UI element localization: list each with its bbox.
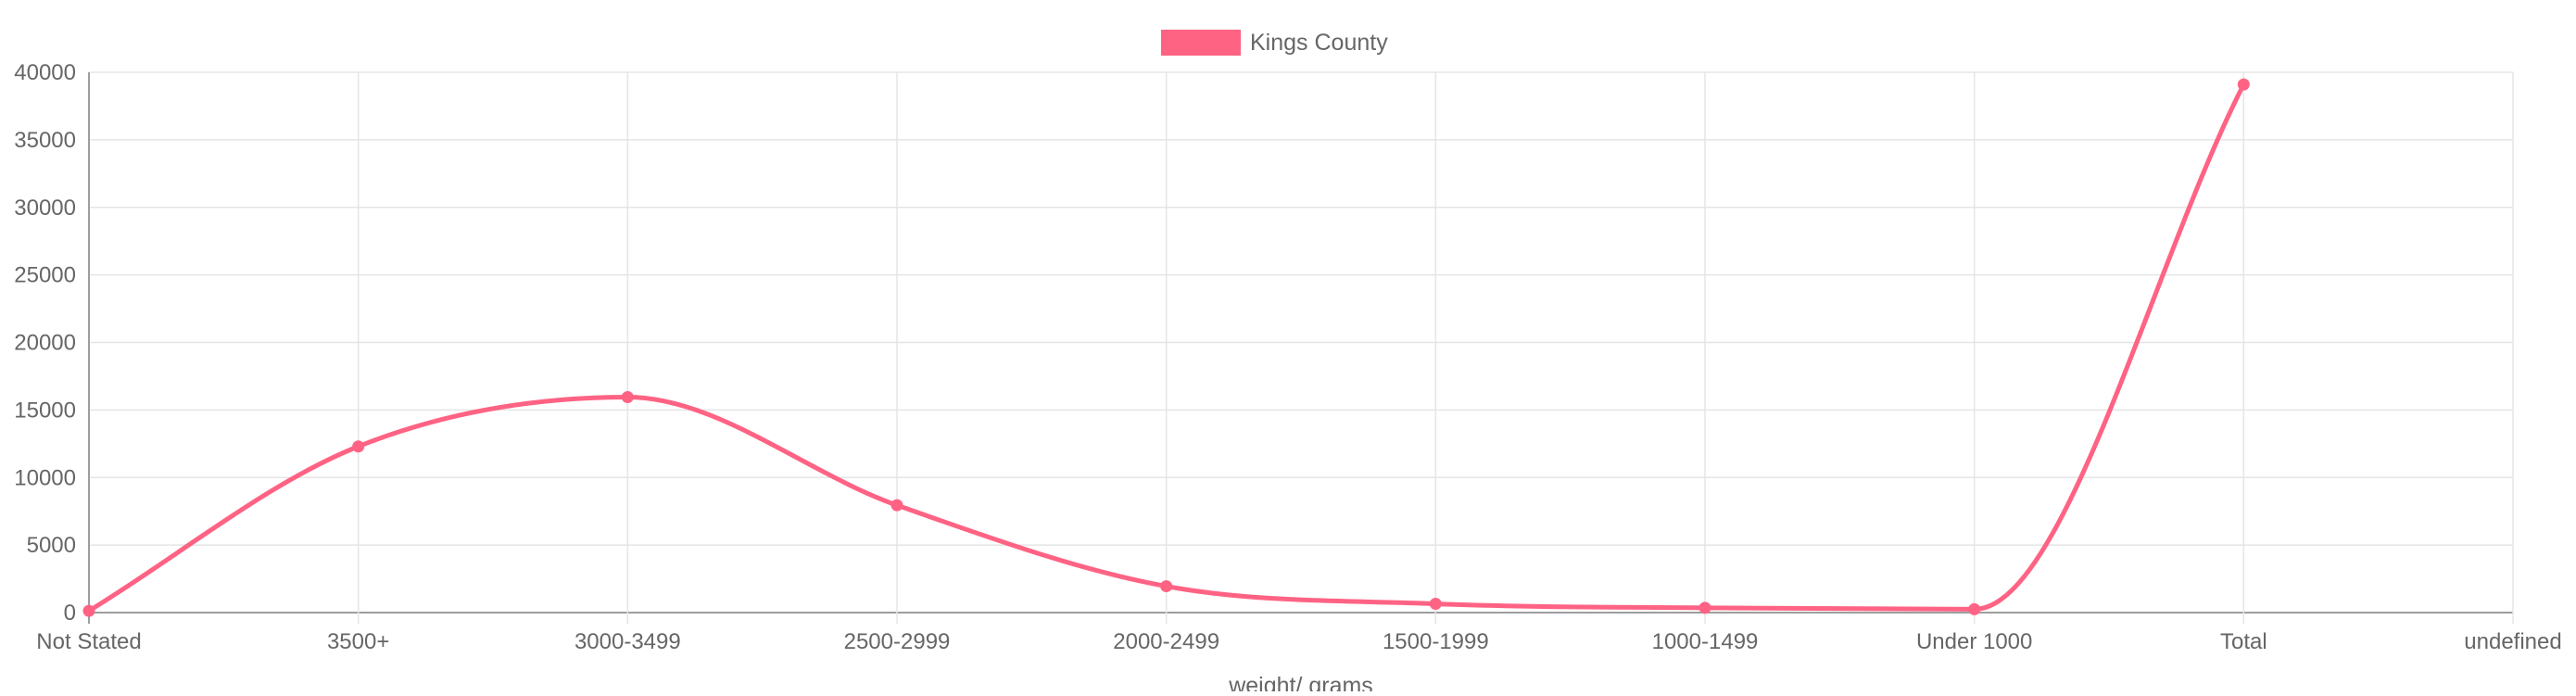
data-point[interactable] (1429, 598, 1442, 611)
x-tick-label: Not Stated (36, 629, 141, 654)
series-layer (82, 78, 2250, 617)
x-tick-label: 1500-1999 (1383, 629, 1489, 654)
x-tick-label: 3000-3499 (575, 629, 681, 654)
data-point[interactable] (2237, 78, 2250, 91)
data-point[interactable] (352, 440, 365, 453)
data-point[interactable] (1698, 601, 1711, 614)
y-tick-label: 5000 (27, 533, 76, 558)
y-tick-label: 15000 (14, 398, 76, 423)
legend[interactable]: Kings County (1161, 30, 1388, 56)
y-tick-label: 30000 (14, 196, 76, 221)
x-tick-label: undefined (2464, 629, 2561, 654)
data-point[interactable] (82, 604, 95, 617)
data-point[interactable] (1160, 580, 1173, 593)
data-point[interactable] (621, 391, 634, 404)
x-tick-label: Under 1000 (1916, 629, 2032, 654)
y-tick-label: 25000 (14, 263, 76, 288)
x-tick-label: 3500+ (327, 629, 389, 654)
y-tick-label: 10000 (14, 465, 76, 490)
x-tick-label: 2500-2999 (844, 629, 951, 654)
data-point[interactable] (890, 499, 903, 512)
axis-layer: 40000 35000 30000 25000 20000 15000 10000 5000 0… (14, 60, 2561, 654)
y-tick-label: 35000 (14, 128, 76, 153)
y-tick-label: 40000 (14, 60, 76, 85)
legend-label[interactable]: Kings County (1250, 30, 1388, 56)
data-point[interactable] (1968, 602, 1981, 615)
legend-swatch[interactable] (1161, 30, 1241, 56)
x-tick-label: Total (2220, 629, 2267, 654)
x-tick-label: 1000-1499 (1652, 629, 1759, 654)
x-axis-title: weight/ grams (1228, 673, 1373, 691)
grid-layer (88, 71, 2514, 624)
x-tick-label: 2000-2499 (1113, 629, 1219, 654)
y-tick-label: 0 (64, 601, 76, 626)
y-tick-label: 20000 (14, 331, 76, 356)
